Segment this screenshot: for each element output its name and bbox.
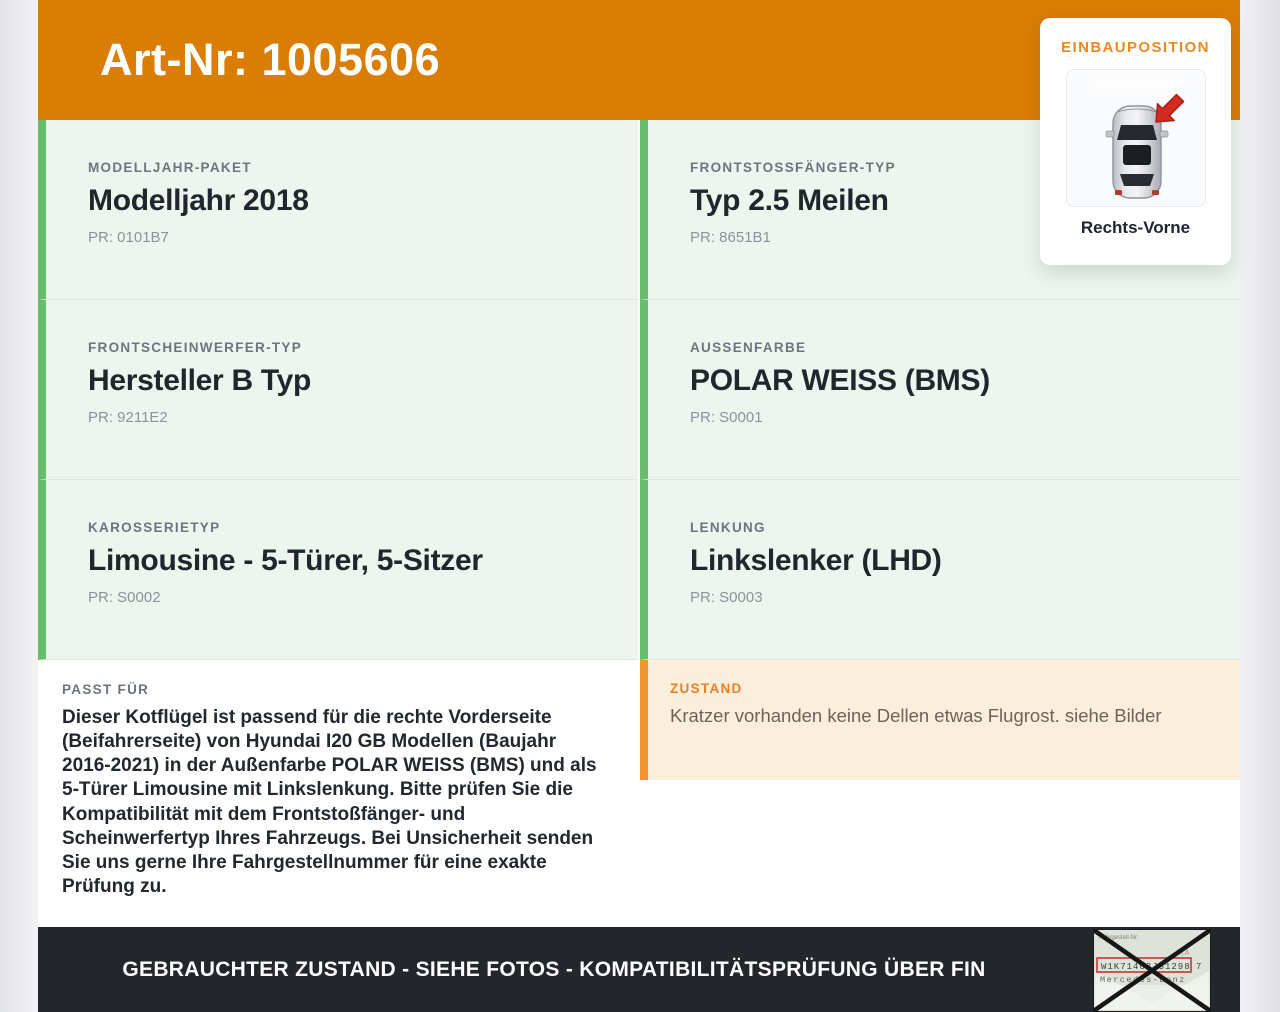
spec-label: LENKUNG — [690, 520, 766, 535]
einbauposition-label: EINBAUPOSITION — [1061, 39, 1210, 56]
spec-label: FRONTSCHEINWERFER-TYP — [88, 340, 303, 355]
spec-card-modelljahr: MODELLJAHR-PAKET Modelljahr 2018 PR: 010… — [38, 120, 638, 300]
spec-value: Hersteller B Typ — [88, 364, 312, 397]
passt-fuer-text: Dieser Kotflügel ist passend für die rec… — [62, 707, 597, 897]
zustand-text: Kratzer vorhanden keine Dellen etwas Flu… — [670, 705, 1162, 726]
bottom-row: PASST FÜR Dieser Kotflügel ist passend f… — [38, 660, 1240, 927]
spec-card-frontscheinwerfer: FRONTSCHEINWERFER-TYP Hersteller B Typ P… — [38, 300, 638, 480]
crossed-registration-document-image: Fahrgestell-Nr. A|A W1K71463J31298 7 Mer… — [1093, 929, 1211, 1012]
content-column: Art-Nr: 1005606 EINBAUPOSITION — [38, 0, 1240, 1012]
doc-field-label: Fahrgestell-Nr. — [1099, 935, 1139, 941]
spec-grid: MODELLJAHR-PAKET Modelljahr 2018 PR: 010… — [38, 120, 1240, 660]
spec-label: FRONTSTOSSFÄNGER-TYP — [690, 160, 896, 175]
spec-value: Linkslenker (LHD) — [690, 544, 942, 577]
car-top-view-icon — [1088, 78, 1185, 199]
spec-value: Limousine - 5-Türer, 5-Sitzer — [88, 544, 483, 577]
spec-label: AUSSENFARBE — [690, 340, 807, 355]
spec-card-aussenfarbe: AUSSENFARBE POLAR WEISS (BMS) PR: S0001 — [640, 300, 1240, 480]
spec-value: Modelljahr 2018 — [88, 184, 309, 217]
spec-label: KAROSSERIETYP — [88, 520, 221, 535]
cross-out-x — [1093, 929, 1211, 1012]
spec-pr-code: PR: S0003 — [690, 589, 763, 606]
einbauposition-card: EINBAUPOSITION — [1040, 18, 1231, 265]
red-position-arrow — [1154, 93, 1184, 123]
zustand-label: ZUSTAND — [670, 681, 743, 696]
zustand-card: ZUSTAND Kratzer vorhanden keine Dellen e… — [640, 660, 1240, 780]
einbauposition-caption: Rechts-Vorne — [1080, 218, 1191, 237]
spec-pr-code: PR: 0101B7 — [88, 229, 169, 246]
spec-pr-code: PR: S0001 — [690, 409, 763, 426]
fin-highlight-box — [1096, 957, 1192, 973]
spec-pr-code: PR: 9211E2 — [88, 409, 168, 426]
footer-bar: GEBRAUCHTER ZUSTAND - SIEHE FOTOS - KOMP… — [38, 927, 1240, 1012]
car-body — [1105, 105, 1168, 199]
footer-notice-text: GEBRAUCHTER ZUSTAND - SIEHE FOTOS - KOMP… — [122, 957, 986, 981]
passt-fuer-label: PASST FÜR — [62, 682, 150, 697]
spec-pr-code: PR: 8651B1 — [690, 229, 771, 246]
spec-card-lenkung: LENKUNG Linkslenker (LHD) PR: S0003 — [640, 480, 1240, 660]
einbauposition-image-box — [1065, 69, 1206, 207]
envelope-flap-shape — [1095, 971, 1209, 1010]
spec-pr-code: PR: S0002 — [88, 589, 161, 606]
article-number-title: Art-Nr: 1005606 — [100, 34, 441, 85]
spec-label: MODELLJAHR-PAKET — [88, 160, 252, 175]
watermark — [1088, 78, 1185, 94]
passt-fuer-card: PASST FÜR Dieser Kotflügel ist passend f… — [38, 660, 638, 899]
spec-value: Typ 2.5 Meilen — [690, 184, 889, 217]
spec-card-karosserietyp: KAROSSERIETYP Limousine - 5-Türer, 5-Sit… — [38, 480, 638, 660]
fin-suffix-text: 7 — [1196, 962, 1201, 972]
doc-corner-text: A|A — [1175, 949, 1190, 958]
spec-value: POLAR WEISS (BMS) — [690, 364, 990, 397]
header-bar: Art-Nr: 1005606 — [38, 0, 1240, 120]
